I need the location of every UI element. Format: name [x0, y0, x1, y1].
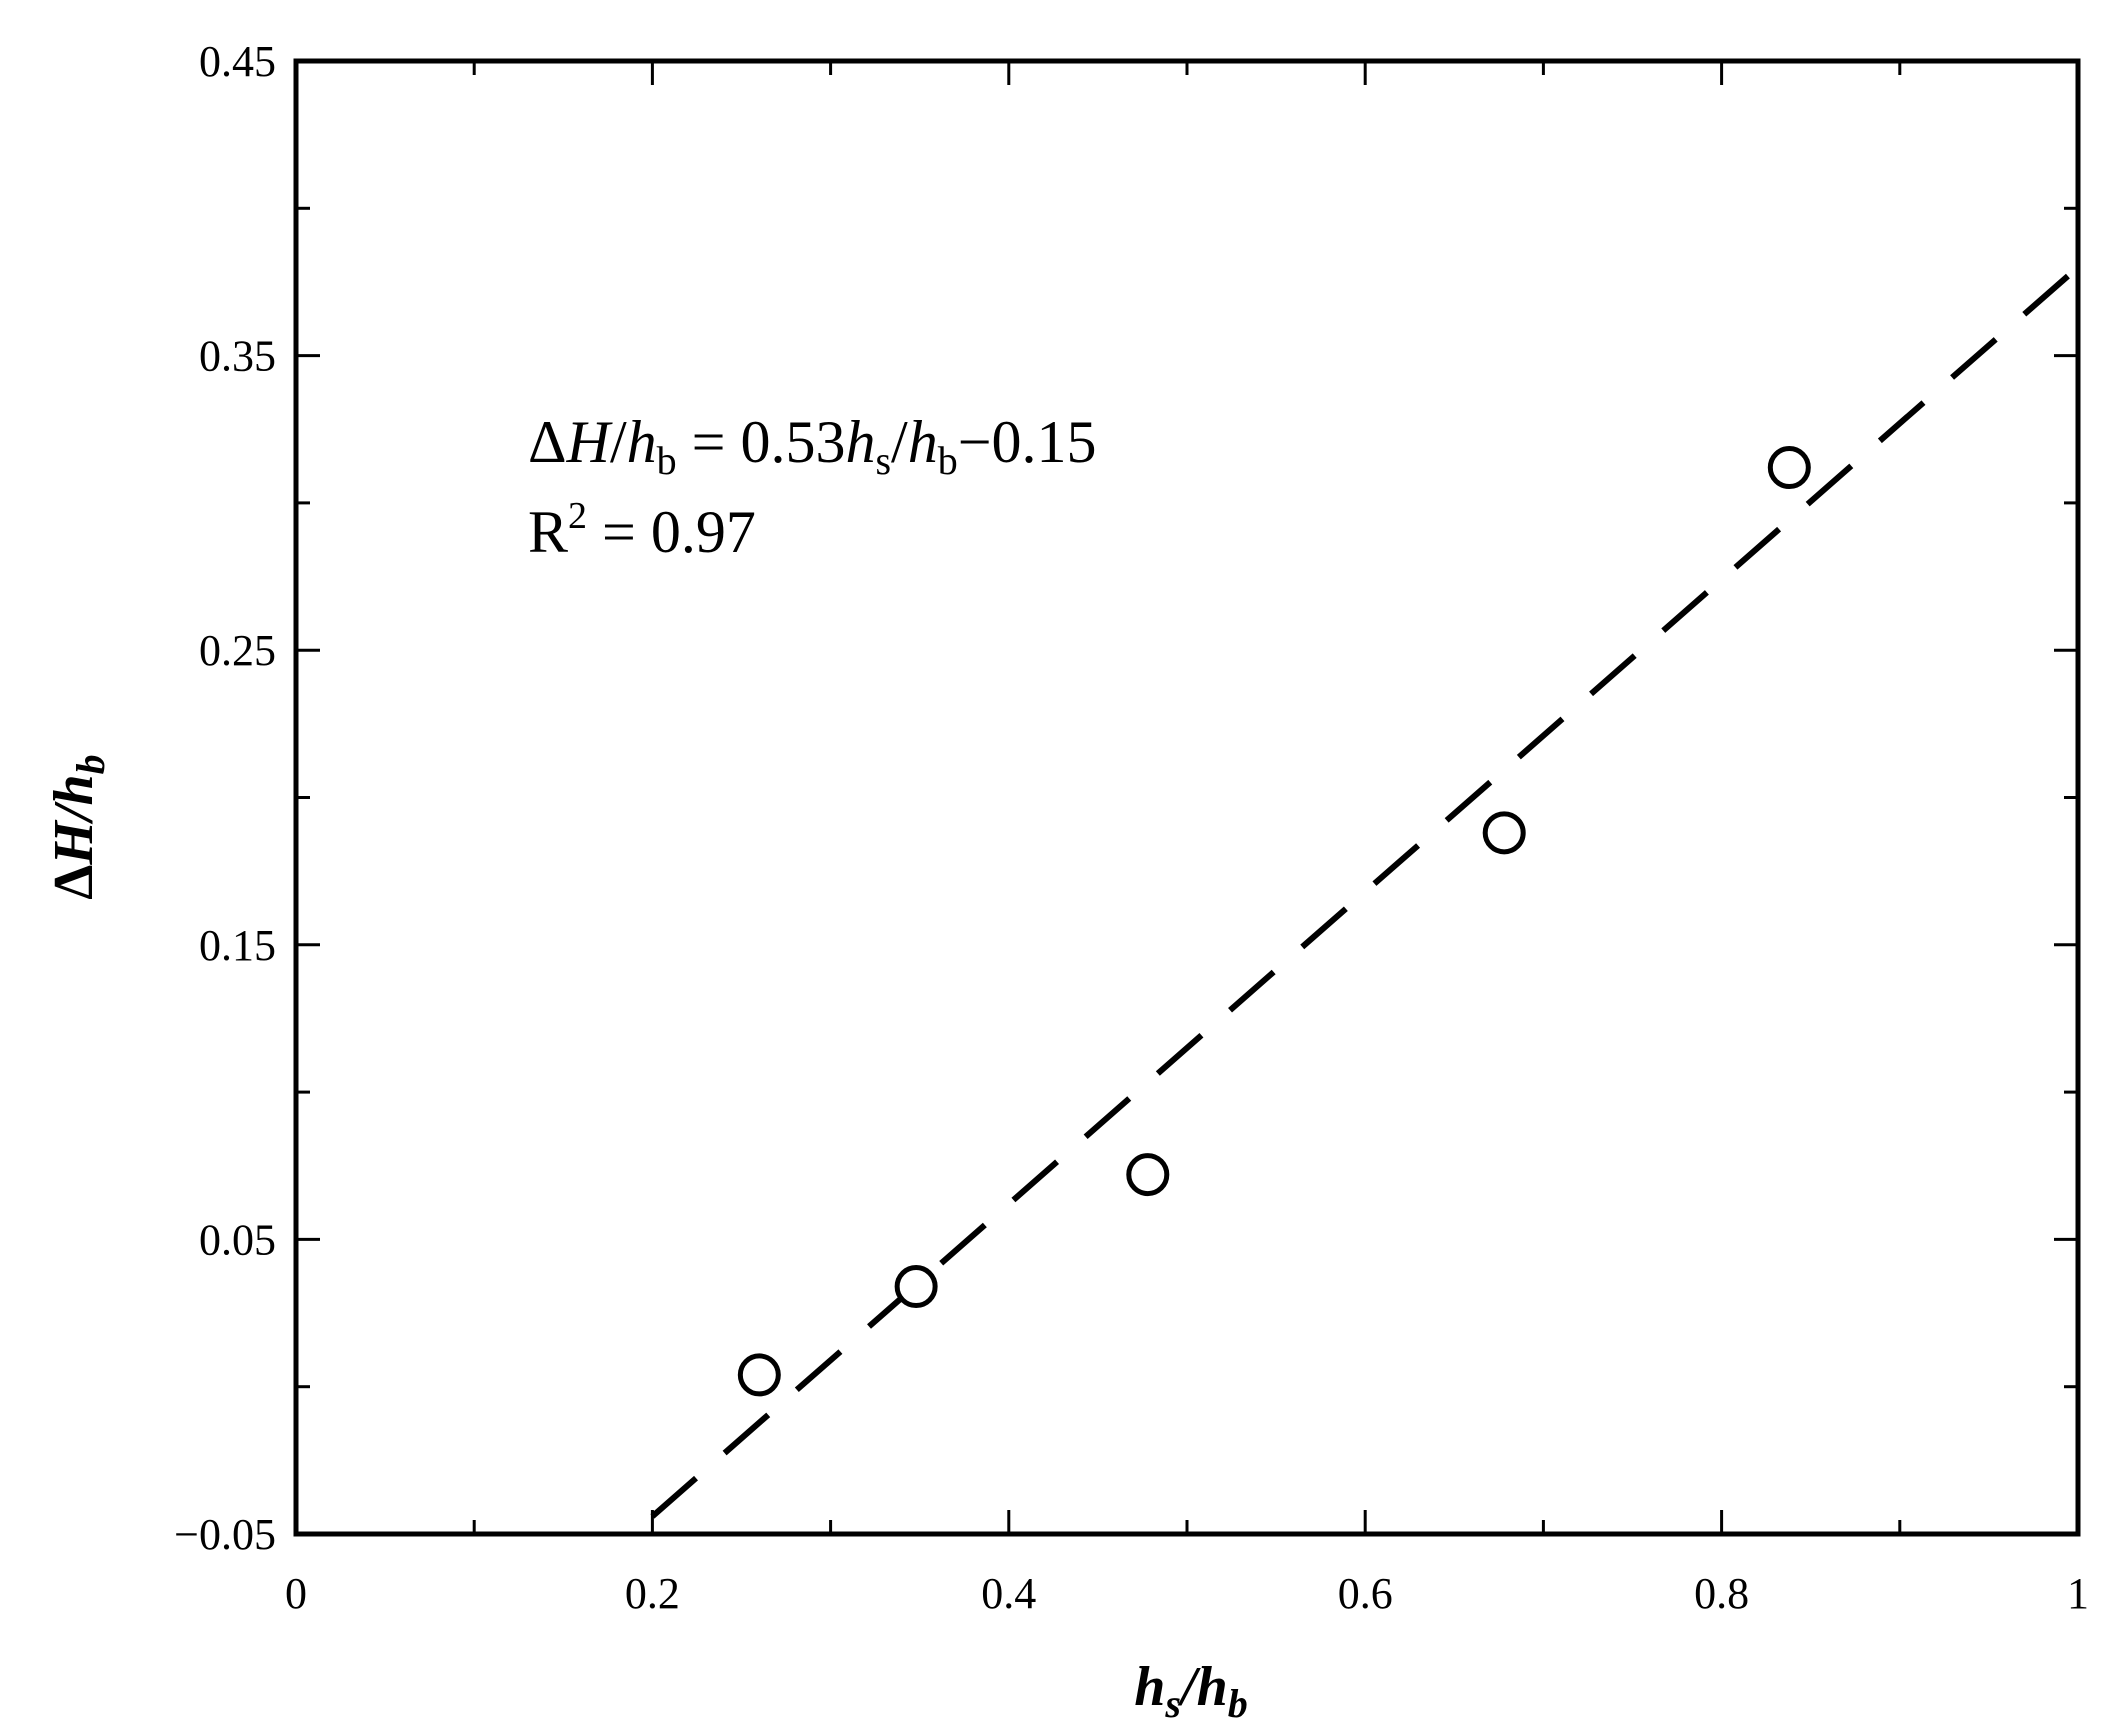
x-title-h: h — [1134, 1656, 1165, 1718]
data-point — [1126, 1153, 1170, 1197]
x-tick-labels: 0 0.2 0.4 0.6 0.8 1 — [285, 1569, 2089, 1618]
data-point — [1482, 811, 1526, 855]
eq-sub-b1: b — [657, 438, 677, 483]
axis-ticks — [294, 59, 2080, 1536]
x-tick-label: 0.6 — [1338, 1569, 1393, 1618]
eq-delta: Δ — [528, 409, 567, 475]
plot-frame — [293, 58, 2081, 1537]
x-title-sub-b: b — [1228, 1681, 1248, 1726]
r2-R: R — [528, 499, 568, 565]
x-tick-label: 0.2 — [625, 1569, 680, 1618]
fit-line — [650, 264, 2080, 1519]
y-title-sub-b: b — [68, 754, 113, 774]
x-title-sub-s: s — [1164, 1681, 1181, 1726]
eq-sub-b2: b — [938, 438, 958, 483]
y-tick-label: 0.15 — [199, 921, 276, 970]
y-tick-label: 0.45 — [199, 37, 276, 86]
eq-mid: = 0.53 — [677, 409, 846, 475]
r2-rest: = 0.97 — [587, 499, 756, 565]
eq-h2: h — [845, 409, 875, 475]
eq-H: H — [566, 409, 614, 475]
y-title-delta: Δ — [43, 865, 105, 900]
x-axis-title: hs/hb — [1134, 1656, 1247, 1726]
r2-sup: 2 — [568, 495, 587, 537]
eq-sub-s: s — [875, 438, 891, 483]
data-point — [894, 1265, 938, 1309]
data-points — [737, 446, 1811, 1397]
eq-h1: h — [627, 409, 657, 475]
x-tick-label: 0.8 — [1694, 1569, 1749, 1618]
y-tick-label: 0.25 — [199, 626, 276, 675]
data-point — [737, 1353, 781, 1397]
y-axis-title: ΔH/hb — [43, 754, 113, 899]
y-tick-label: −0.05 — [174, 1510, 276, 1559]
eq-slash2: / — [891, 409, 908, 475]
y-tick-label: 0.05 — [199, 1215, 276, 1264]
y-tick-labels: −0.05 0.05 0.15 0.25 0.35 0.45 — [174, 37, 276, 1559]
eq-end: −0.15 — [958, 409, 1097, 475]
eq-h3: h — [908, 409, 938, 475]
r-squared: R2 = 0.97 — [528, 495, 756, 565]
x-tick-label: 0.4 — [981, 1569, 1036, 1618]
x-tick-label: 0 — [285, 1569, 307, 1618]
x-title-h2: h — [1197, 1656, 1228, 1718]
eq-slash1: / — [610, 409, 627, 475]
fit-equation: ΔH/hb = 0.53hs/hb−0.15 — [528, 409, 1097, 483]
y-title-h: h — [43, 774, 105, 805]
x-tick-label: 1 — [2067, 1569, 2089, 1618]
fit-line-layer — [650, 264, 2080, 1519]
data-point — [1767, 446, 1811, 490]
y-tick-label: 0.35 — [199, 332, 276, 381]
y-title-H: H — [43, 820, 105, 866]
